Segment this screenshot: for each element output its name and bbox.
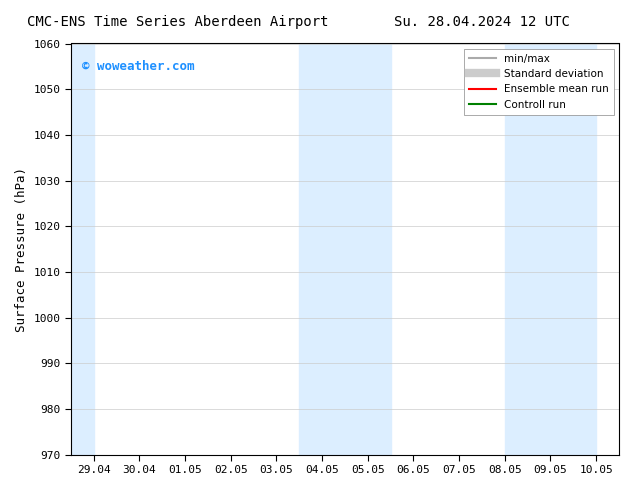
Legend: min/max, Standard deviation, Ensemble mean run, Controll run: min/max, Standard deviation, Ensemble me…: [464, 49, 614, 115]
Bar: [299, 44, 391, 455]
Bar: [505, 44, 596, 455]
Text: © woweather.com: © woweather.com: [82, 60, 195, 73]
Y-axis label: Surface Pressure (hPa): Surface Pressure (hPa): [15, 167, 28, 332]
Text: Su. 28.04.2024 12 UTC: Su. 28.04.2024 12 UTC: [394, 15, 570, 29]
Text: CMC-ENS Time Series Aberdeen Airport: CMC-ENS Time Series Aberdeen Airport: [27, 15, 328, 29]
Bar: [71, 44, 94, 455]
